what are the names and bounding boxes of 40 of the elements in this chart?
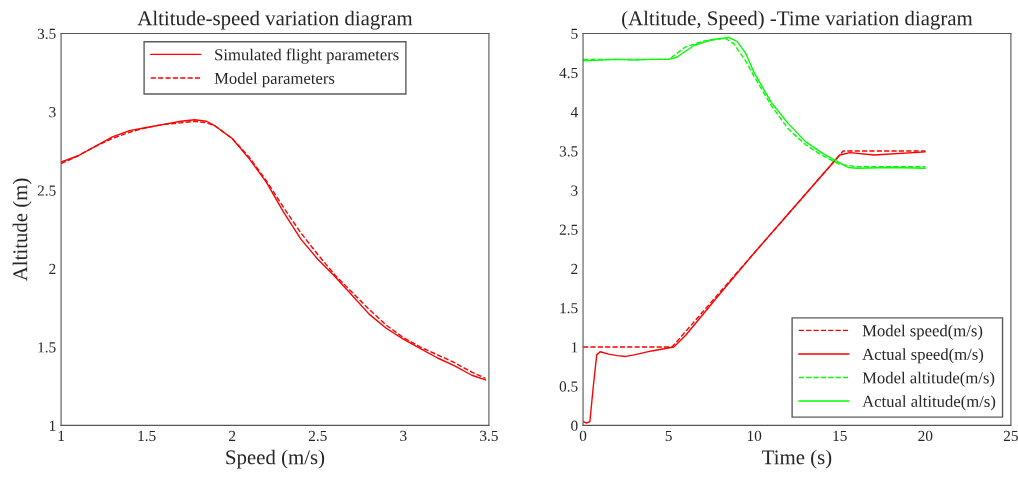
y-tick-label: 1.5 bbox=[38, 342, 56, 353]
x-axis-title: Time (s) bbox=[762, 449, 832, 469]
chart-title: (Altitude, Speed) -Time variation diagram bbox=[622, 10, 973, 30]
y-axis-title: Altitude (m) bbox=[12, 178, 32, 282]
legend-label: Actual speed(m/s) bbox=[862, 348, 984, 364]
y-tick-label: 2 bbox=[49, 263, 56, 274]
y-tick-label: 4 bbox=[570, 107, 578, 118]
y-tick-label: 4.5 bbox=[559, 67, 578, 79]
y-tick-label: 0.5 bbox=[559, 381, 578, 392]
x-tick-label: 2.5 bbox=[308, 430, 327, 442]
x-tick-label: 1.5 bbox=[138, 430, 156, 442]
y-tick-label: 3.5 bbox=[37, 28, 56, 39]
y-tick-label: 2.5 bbox=[559, 224, 578, 235]
legend-label: Model altitude(m/s) bbox=[862, 371, 995, 387]
legend-label: Model parameters bbox=[214, 72, 335, 88]
x-tick-label: 3 bbox=[400, 430, 407, 442]
x-tick-label: 2 bbox=[229, 430, 236, 441]
x-tick-label: 3.5 bbox=[480, 430, 498, 442]
y-tick-label: 3 bbox=[571, 185, 578, 196]
y-tick-label: 1.5 bbox=[560, 303, 578, 314]
x-axis-title: Speed (m/s) bbox=[226, 449, 325, 469]
y-tick-label: 2.5 bbox=[37, 185, 56, 196]
y-tick-label: 0 bbox=[571, 420, 578, 431]
legend-label: Actual altitude(m/s) bbox=[862, 395, 996, 411]
legend-label: Model speed(m/s) bbox=[862, 324, 983, 340]
y-tick-label: 1 bbox=[571, 342, 578, 353]
legend-label: Simulated flight parameters bbox=[215, 48, 399, 64]
x-tick-label: 20 bbox=[918, 430, 933, 442]
x-tick-label: 1 bbox=[58, 430, 64, 441]
chart-title: Altitude-speed variation diagram bbox=[137, 10, 413, 30]
x-tick-label: 0 bbox=[579, 430, 587, 442]
y-tick-label: 1 bbox=[49, 420, 56, 431]
y-tick-label: 2 bbox=[571, 263, 578, 274]
x-tick-label: 5 bbox=[665, 430, 672, 442]
y-tick-label: 3 bbox=[49, 107, 56, 118]
y-tick-label: 3.5 bbox=[559, 146, 578, 157]
x-tick-label: 10 bbox=[747, 430, 762, 442]
x-tick-label: 15 bbox=[833, 430, 847, 442]
x-tick-label: 25 bbox=[1003, 430, 1018, 442]
y-tick-label: 5 bbox=[571, 28, 578, 39]
